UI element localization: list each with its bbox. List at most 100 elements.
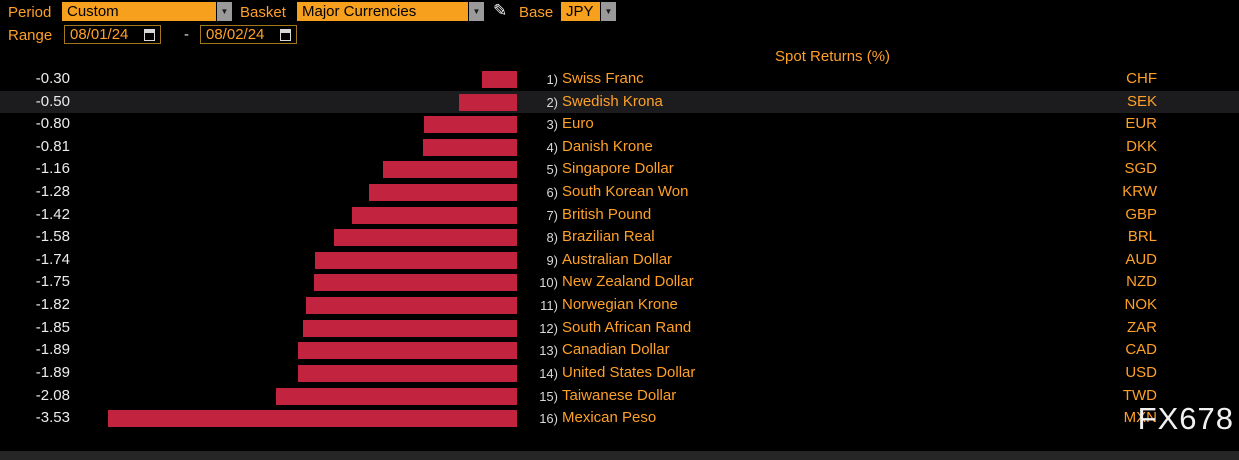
row-rank: 5): [546, 162, 558, 178]
row-code: ZAR: [1127, 318, 1157, 336]
chart-title: Spot Returns (%): [775, 48, 891, 65]
calendar-icon[interactable]: [280, 28, 291, 41]
pencil-icon[interactable]: ✎: [493, 1, 508, 20]
row-code: GBP: [1125, 205, 1157, 223]
range-end-input[interactable]: 08/02/24: [200, 25, 297, 44]
basket-label: Basket: [240, 4, 286, 21]
row-code: DKK: [1126, 137, 1157, 155]
row-bar: [459, 93, 517, 111]
chart-row[interactable]: -1.85 12) South African Rand ZAR: [0, 317, 1239, 340]
row-code: NZD: [1126, 273, 1157, 291]
row-bar: [423, 138, 517, 156]
calendar-icon[interactable]: [144, 28, 155, 41]
row-code: TWD: [1122, 386, 1157, 404]
base-label: Base: [519, 4, 554, 21]
chart-row[interactable]: -1.89 14) United States Dollar USD: [0, 362, 1239, 385]
row-code: EUR: [1125, 115, 1157, 133]
chart-row[interactable]: -1.16 5) Singapore Dollar SGD: [0, 158, 1239, 181]
row-code: NOK: [1124, 296, 1157, 314]
chart-row[interactable]: -1.42 7) British Pound GBP: [0, 204, 1239, 227]
row-value: -1.28: [35, 183, 70, 201]
base-value: JPY: [566, 3, 594, 20]
row-bar: [482, 71, 517, 88]
chart-rows: -0.30 1) Swiss Franc CHF -0.50 2) Swedish Kron…: [0, 68, 1239, 430]
row-value: -2.08: [35, 386, 70, 404]
chart-row[interactable]: -2.08 15) Taiwanese Dollar TWD: [0, 385, 1239, 408]
chart-row[interactable]: -0.30 1) Swiss Franc CHF: [0, 68, 1239, 91]
row-name: South Korean Won: [562, 183, 689, 201]
row-name: Euro: [562, 115, 594, 133]
period-value: Custom: [67, 3, 119, 20]
row-value: -1.58: [35, 228, 70, 246]
basket-dropdown[interactable]: Major Currencies ▼: [297, 2, 484, 21]
row-value: -3.53: [35, 409, 70, 427]
row-bar: [314, 274, 517, 292]
row-bar: [333, 229, 517, 247]
row-rank: 1): [546, 72, 558, 87]
base-dropdown[interactable]: JPY ▼: [561, 2, 616, 21]
row-bar: [382, 161, 517, 179]
chart-row[interactable]: -0.50 2) Swedish Krona SEK: [0, 90, 1239, 114]
row-code: AUD: [1125, 250, 1157, 268]
range-end-value: 08/02/24: [206, 26, 265, 43]
chart-row[interactable]: -1.74 9) Australian Dollar AUD: [0, 249, 1239, 272]
chart-row[interactable]: -1.75 10) New Zealand Dollar NZD: [0, 271, 1239, 294]
row-code: CAD: [1125, 341, 1157, 359]
range-start-value: 08/01/24: [70, 26, 129, 43]
chart-row[interactable]: -1.89 13) Canadian Dollar CAD: [0, 339, 1239, 362]
row-value: -0.50: [35, 92, 70, 110]
row-rank: 12): [539, 320, 558, 336]
row-value: -1.16: [35, 160, 70, 178]
row-rank: 10): [539, 275, 558, 291]
row-name: Mexican Peso: [562, 409, 657, 427]
row-name: Australian Dollar: [562, 250, 673, 268]
period-label: Period: [8, 4, 52, 21]
watermark: FX678: [1137, 401, 1234, 436]
chart-row[interactable]: -1.28 6) South Korean Won KRW: [0, 181, 1239, 204]
chart-row[interactable]: -1.82 11) Norwegian Krone NOK: [0, 294, 1239, 317]
row-bar: [108, 410, 517, 428]
row-code: SEK: [1126, 92, 1157, 110]
chart-row[interactable]: -1.58 8) Brazilian Real BRL: [0, 226, 1239, 249]
row-bar: [352, 206, 517, 224]
row-name: Canadian Dollar: [562, 341, 670, 359]
range-start-input[interactable]: 08/01/24: [64, 25, 161, 44]
row-bar: [315, 251, 517, 269]
chart-row[interactable]: -0.80 3) Euro EUR: [0, 113, 1239, 136]
row-rank: 9): [546, 252, 558, 268]
row-rank: 3): [546, 117, 558, 133]
row-name: United States Dollar: [562, 363, 696, 381]
row-value: -0.81: [35, 137, 70, 155]
row-value: -1.75: [35, 273, 70, 291]
row-bar: [298, 364, 517, 382]
row-rank: 7): [546, 207, 558, 223]
row-value: -1.74: [35, 250, 70, 268]
row-rank: 14): [539, 365, 558, 381]
row-name: Taiwanese Dollar: [562, 386, 677, 404]
chevron-down-icon[interactable]: ▼: [468, 2, 484, 21]
chart-row[interactable]: -3.53 16) Mexican Peso MXN: [0, 407, 1239, 430]
row-rank: 13): [539, 343, 558, 359]
row-name: South African Rand: [562, 318, 692, 336]
row-value: -0.30: [35, 70, 70, 87]
row-rank: 2): [546, 94, 558, 110]
row-value: -1.89: [35, 341, 70, 359]
row-value: -1.82: [35, 296, 70, 314]
row-rank: 16): [539, 411, 558, 427]
row-rank: 6): [546, 185, 558, 201]
row-bar: [302, 319, 517, 337]
row-code: MXN: [1123, 409, 1157, 427]
chevron-down-icon[interactable]: ▼: [600, 2, 616, 21]
period-dropdown[interactable]: Custom ▼: [62, 2, 232, 21]
bottom-strip: [0, 451, 1239, 460]
row-code: CHF: [1126, 70, 1157, 87]
row-code: USD: [1125, 363, 1157, 381]
row-name: Singapore Dollar: [562, 160, 674, 178]
chevron-down-icon[interactable]: ▼: [216, 2, 232, 21]
chart-row[interactable]: -0.81 4) Danish Krone DKK: [0, 136, 1239, 159]
row-code: BRL: [1127, 228, 1157, 246]
row-rank: 11): [540, 298, 558, 314]
row-bar: [298, 342, 517, 360]
row-bar: [306, 297, 517, 315]
row-bar: [424, 116, 517, 134]
